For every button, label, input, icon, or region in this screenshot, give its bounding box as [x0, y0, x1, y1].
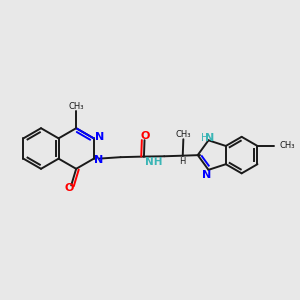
Text: CH₃: CH₃	[279, 141, 295, 150]
Text: N: N	[94, 155, 103, 166]
Text: O: O	[140, 131, 149, 141]
Text: NH: NH	[145, 158, 163, 167]
Text: H: H	[201, 133, 208, 143]
Text: H: H	[179, 157, 185, 166]
Text: N: N	[205, 133, 214, 143]
Text: N: N	[202, 169, 211, 180]
Text: O: O	[65, 183, 74, 193]
Text: N: N	[94, 132, 104, 142]
Text: CH₃: CH₃	[176, 130, 191, 139]
Text: CH₃: CH₃	[68, 102, 84, 111]
